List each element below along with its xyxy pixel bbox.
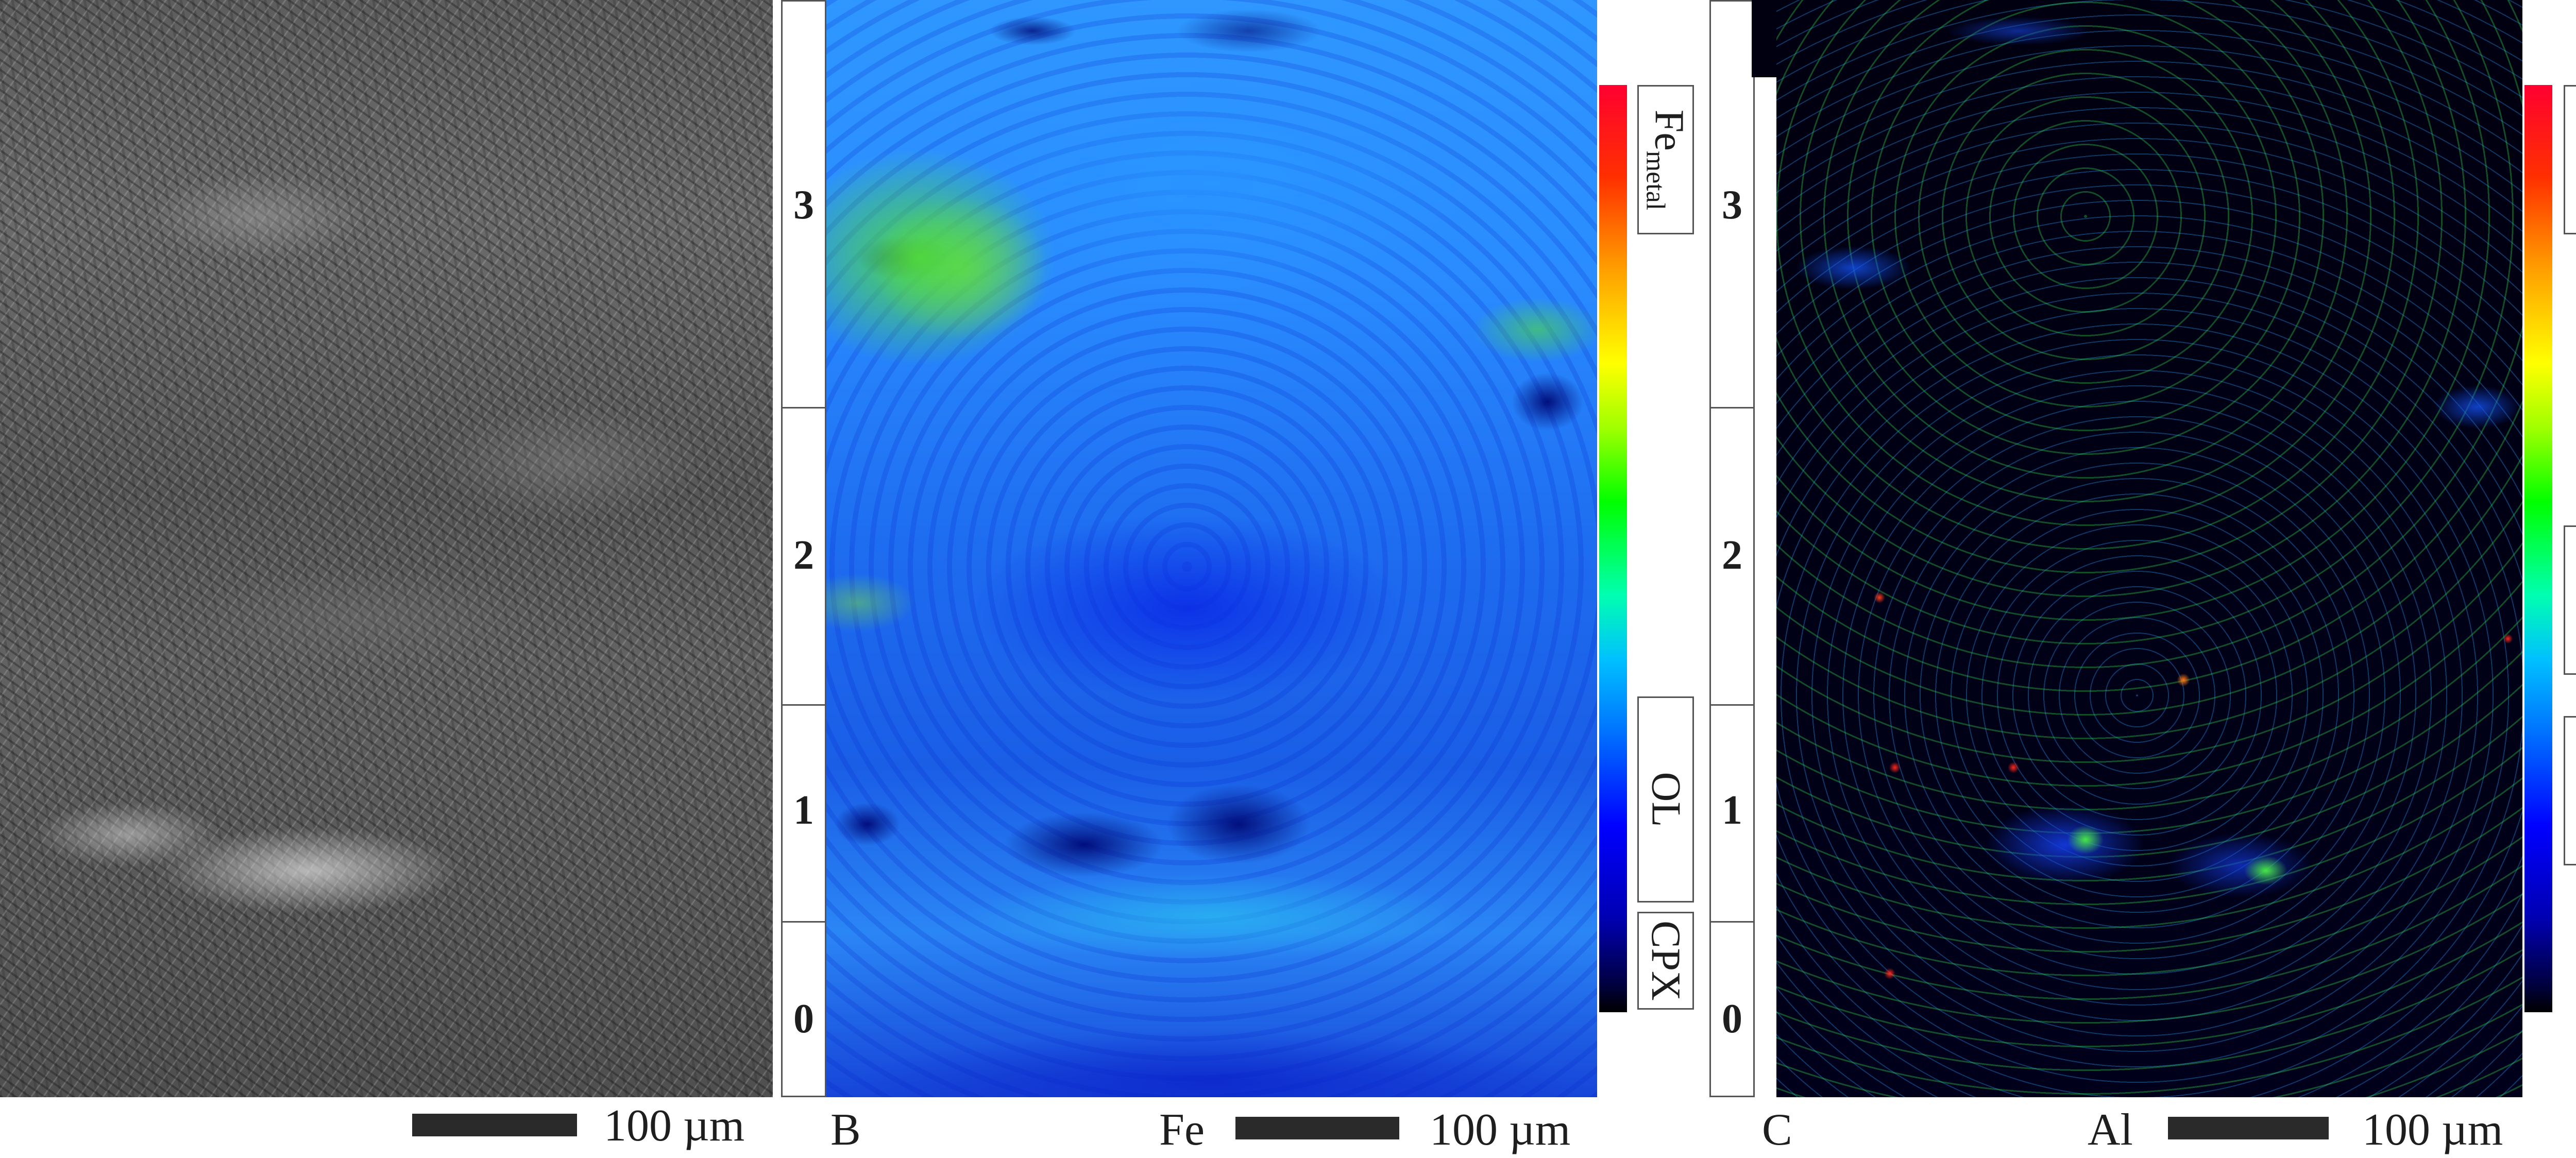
phase-label-fe-metal: Femetal — [1640, 109, 1692, 210]
zone-label-2: 2 — [1722, 533, 1742, 578]
zone-label-3: 3 — [793, 182, 814, 228]
phase-label-cpx: CPX — [2569, 751, 2576, 831]
panel-b-color-scale — [1599, 85, 1627, 1012]
panel-b-fe-map — [826, 0, 1597, 1097]
phase-box-ol: OL — [1637, 696, 1694, 902]
phase-label-cpx: CPX — [1643, 921, 1688, 1001]
panel-b-element-label: Fe — [1159, 1105, 1205, 1155]
phase-label-ol: OL — [1643, 772, 1689, 827]
panel-c-color-scale — [2524, 85, 2552, 1012]
zone-label-3: 3 — [1722, 182, 1742, 228]
zone-divider — [783, 704, 825, 706]
zone-divider — [1711, 921, 1753, 923]
zone-divider — [1711, 407, 1753, 408]
panel-b-zone-ruler: 3 2 1 0 — [781, 0, 826, 1097]
phase-box-fe-metal: Femetal — [1637, 85, 1694, 234]
panel-b-scale-bar — [1235, 1117, 1399, 1139]
panel-b-scale-label: 100 µm — [1430, 1105, 1571, 1155]
zone-label-0: 0 — [1722, 996, 1742, 1042]
panel-a-scale-label: 100 µm — [604, 1101, 745, 1151]
panel-letter-b: B — [831, 1105, 861, 1155]
zone-divider — [783, 921, 825, 923]
panel-a-scale-bar — [412, 1114, 577, 1136]
phase-box-cpx: CPX — [1637, 912, 1694, 1010]
zone-divider — [1711, 704, 1753, 706]
panel-a-sem-image — [0, 0, 773, 1097]
zone-label-1: 1 — [793, 788, 814, 833]
phase-box-sp: SP — [2564, 85, 2576, 234]
panel-c-scale-bar — [2168, 1117, 2329, 1139]
phase-label-sp: SP — [2569, 137, 2576, 183]
phase-label-ga: GA — [2569, 570, 2576, 630]
zone-label-0: 0 — [793, 996, 814, 1042]
phase-box-cpx: CPX — [2564, 716, 2576, 865]
panel-c-element-label: Al — [2088, 1105, 2133, 1155]
panel-c-al-map — [1776, 0, 2522, 1097]
panel-letter-c: C — [1762, 1105, 1792, 1155]
panel-c-scale-label: 100 µm — [2362, 1105, 2503, 1155]
zone-divider — [783, 407, 825, 408]
zone-label-1: 1 — [1722, 788, 1742, 833]
phase-box-ga: GA — [2564, 525, 2576, 675]
panel-c-zone-ruler: 3 2 1 0 — [1709, 0, 1755, 1097]
zone-label-2: 2 — [793, 533, 814, 578]
